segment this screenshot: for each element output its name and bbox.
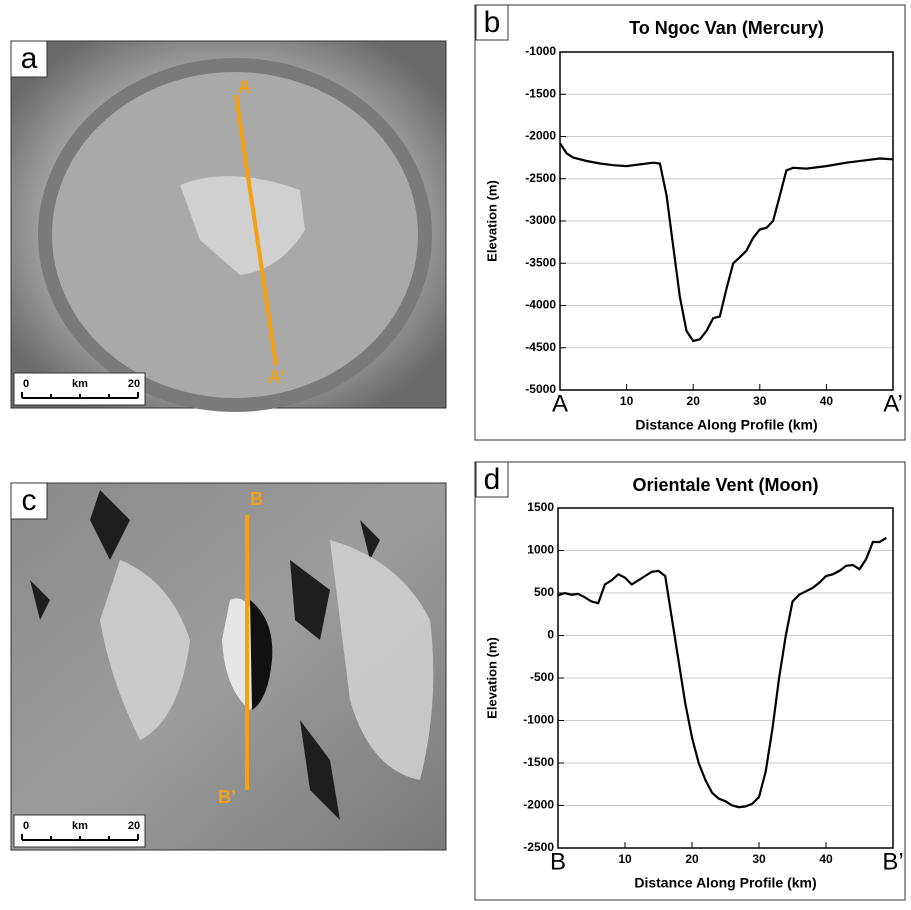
y-tick-label: -500 (530, 670, 554, 684)
profile-line (234, 94, 278, 366)
x-axis-label: Distance Along Profile (km) (635, 417, 817, 433)
scale-label: 0 (23, 378, 29, 390)
panel-box (475, 461, 509, 498)
chart-title: Orientale Vent (Moon) (632, 475, 818, 495)
x-tick-label: 40 (820, 394, 834, 408)
y-axis-label: Elevation (m) (484, 637, 499, 719)
plot-frame (559, 51, 894, 391)
y-tick-label: -2500 (523, 840, 554, 854)
y-tick-label: -1500 (525, 86, 556, 100)
y-axis-label: Elevation (m) (484, 180, 499, 262)
profile-label: B’ (218, 787, 236, 807)
scale-label: km (72, 820, 88, 832)
plot-frame (557, 507, 894, 849)
y-tick-label: -2500 (525, 171, 556, 185)
image-panel: B B’ c 0 km 20 (10, 482, 447, 851)
y-tick-label: 1000 (527, 543, 554, 557)
chart-frame (474, 4, 906, 441)
peak (180, 176, 305, 275)
highlight (100, 540, 434, 780)
scale-label: km (72, 378, 88, 390)
y-tick-label: 500 (534, 585, 554, 599)
chart-title: To Ngoc Van (Mercury) (629, 18, 824, 38)
x-tick-label: 20 (685, 852, 699, 866)
profile-line (559, 142, 894, 343)
shadow (30, 490, 380, 820)
y-tick-label: -3500 (525, 255, 556, 269)
x-axis-label: Distance Along Profile (km) (634, 875, 816, 891)
y-tick-label: -3000 (525, 213, 556, 227)
x-tick-label: 10 (620, 394, 634, 408)
profile-label: A (238, 77, 251, 97)
image-panel: A A’ a 0 km 20 (10, 40, 447, 412)
shadow (250, 600, 273, 710)
y-tick-label: 0 (547, 628, 554, 642)
x-tick-label: 10 (618, 852, 632, 866)
scale-label: 0 (23, 820, 29, 832)
y-tick-label: -2000 (523, 798, 554, 812)
x-tick-label: B (550, 848, 566, 875)
x-tick-label: A’ (883, 390, 903, 417)
x-tick-label: B’ (882, 848, 903, 875)
profile-label: B (250, 489, 263, 509)
scale-box (13, 814, 146, 848)
y-tick-label: 1500 (527, 500, 554, 514)
panel-letter: d (484, 463, 501, 496)
panel-letter: b (484, 6, 501, 39)
y-tick-label: -1000 (523, 713, 554, 727)
panel-box (10, 482, 48, 520)
y-tick-label: -4500 (525, 340, 556, 354)
x-tick-label: 40 (819, 852, 833, 866)
scale-label: 20 (128, 820, 140, 832)
chart-frame (474, 461, 906, 901)
profile-line (557, 536, 887, 809)
scale-bar (21, 834, 139, 841)
y-tick-label: -5000 (525, 382, 556, 396)
x-tick-label: 30 (752, 852, 766, 866)
y-tick-label: -1000 (525, 44, 556, 58)
scale-bar (21, 392, 139, 399)
scale-box (13, 372, 146, 406)
panel-letter: c (22, 484, 37, 517)
profile-label: A’ (268, 367, 285, 387)
x-tick-label: 20 (687, 394, 701, 408)
y-tick-label: -1500 (523, 755, 554, 769)
panel-box (475, 4, 509, 41)
x-tick-label: 30 (753, 394, 767, 408)
y-tick-label: -2000 (525, 129, 556, 143)
scale-label: 20 (128, 378, 140, 390)
panel-box (10, 40, 48, 78)
panel-letter: a (21, 42, 38, 75)
x-tick-label: A (552, 390, 568, 417)
y-tick-label: -4000 (525, 298, 556, 312)
